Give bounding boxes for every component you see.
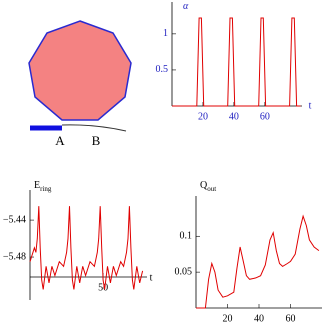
y-label-subscript: ring <box>40 185 52 193</box>
x-tick-label: 60 <box>260 111 270 122</box>
y-tick-label: 0.1 <box>180 231 193 242</box>
point-a-label: A <box>55 133 65 148</box>
x-axis-label: t <box>150 272 153 283</box>
x-tick-label: 50 <box>98 282 108 293</box>
y-tick-label: −5.48 <box>3 251 26 262</box>
x-axis-label: t <box>309 100 312 111</box>
y-tick-label: 0.5 <box>156 64 169 75</box>
point-b-label: B <box>92 133 101 148</box>
y-label-main: α <box>183 1 189 12</box>
y-axis-label: Qout <box>200 180 216 192</box>
y-label-subscript: out <box>207 185 216 193</box>
x-tick-label: 40 <box>254 313 264 324</box>
x-tick-label: 60 <box>286 313 296 324</box>
y-tick-label: 1 <box>163 28 168 39</box>
y-axis-label: Ering <box>34 180 52 192</box>
data-line <box>172 17 301 107</box>
data-line <box>196 214 320 309</box>
x-tick-label: 20 <box>198 111 208 122</box>
nonagon <box>28 20 132 121</box>
y-axis-label: α <box>183 1 189 12</box>
surface-line <box>61 124 127 132</box>
y-tick-label: 0.05 <box>175 266 193 277</box>
y-label-main: E <box>34 180 40 191</box>
y-label-main: Q <box>200 180 208 191</box>
x-tick-label: 40 <box>229 111 239 122</box>
x-tick-label: 20 <box>223 313 233 324</box>
y-tick-label: −5.44 <box>3 214 26 225</box>
data-line <box>29 206 144 290</box>
